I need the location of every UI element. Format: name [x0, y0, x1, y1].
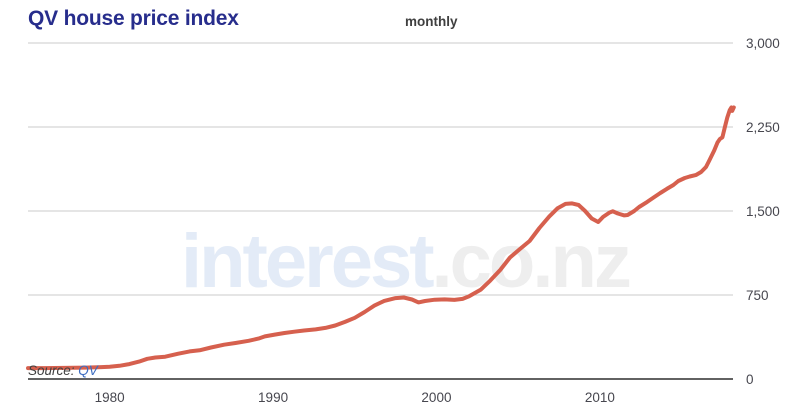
frequency-label: monthly — [405, 14, 458, 29]
x-tick-label: 1980 — [95, 390, 125, 405]
x-axis-labels: 1980 1990 2000 2010 — [95, 390, 615, 405]
x-tick-label: 2010 — [585, 390, 615, 405]
x-tick-label: 2000 — [421, 390, 451, 405]
chart-title: QV house price index — [28, 7, 239, 30]
y-tick-label: 0 — [746, 372, 754, 387]
y-tick-label: 750 — [746, 288, 769, 303]
source-link[interactable]: QV — [78, 363, 98, 378]
gridlines — [28, 42, 733, 380]
source-note: Source: QV — [28, 363, 98, 378]
source-label: Source: — [28, 363, 75, 378]
y-tick-label: 3,000 — [746, 36, 780, 51]
y-tick-label: 2,250 — [746, 120, 780, 135]
x-tick-label: 1990 — [258, 390, 288, 405]
y-axis-labels: 0 750 1,500 2,250 3,000 — [746, 36, 780, 387]
price-line — [26, 105, 736, 371]
y-tick-label: 1,500 — [746, 204, 780, 219]
